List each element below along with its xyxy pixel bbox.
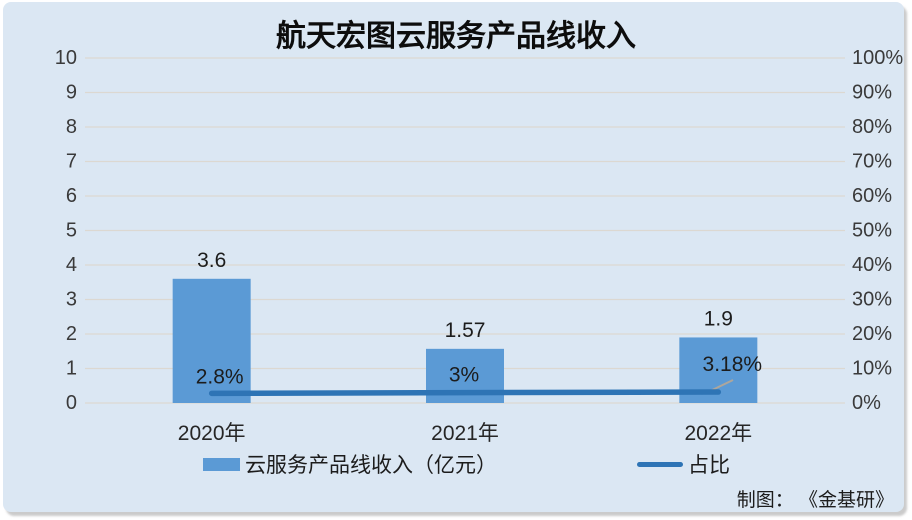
left-axis-tick-label: 4 xyxy=(66,254,77,276)
right-axis-tick-label: 30% xyxy=(852,289,892,311)
right-axis-tick-label: 50% xyxy=(852,220,892,242)
bar-value-label: 1.57 xyxy=(445,319,486,342)
left-axis-tick-label: 8 xyxy=(66,116,77,138)
right-axis-tick-label: 20% xyxy=(852,323,892,345)
right-axis-tick-label: 80% xyxy=(852,116,892,138)
line-point-label: 3.18% xyxy=(703,353,763,376)
x-axis-category-label: 2022年 xyxy=(684,422,752,445)
left-axis-tick-label: 9 xyxy=(66,82,77,104)
left-axis-tick-label: 3 xyxy=(66,289,77,311)
right-axis-tick-label: 70% xyxy=(852,151,892,173)
bar-legend-swatch xyxy=(203,457,240,471)
left-axis-tick-label: 10 xyxy=(55,47,77,69)
right-axis-tick-label: 10% xyxy=(852,358,892,380)
line-point-label: 3% xyxy=(449,364,479,387)
right-axis-tick-label: 0% xyxy=(852,392,881,414)
right-axis-tick-label: 90% xyxy=(852,82,892,104)
left-axis-tick-label: 1 xyxy=(66,358,77,380)
left-axis-tick-label: 6 xyxy=(66,185,77,207)
chart-title: 航天宏图云服务产品线收入 xyxy=(276,20,636,53)
legend-label-ratio: 占比 xyxy=(688,454,730,477)
legend: 云服务产品线收入（亿元） 占比 xyxy=(0,449,912,477)
left-axis-tick-label: 5 xyxy=(66,220,77,242)
bar-value-label: 1.9 xyxy=(704,307,733,330)
x-axis-category-label: 2020年 xyxy=(178,422,246,445)
line-point-label: 2.8% xyxy=(196,365,244,388)
line-legend-swatch xyxy=(637,461,683,467)
revenue-bar xyxy=(172,278,251,403)
bar-value-label: 3.6 xyxy=(197,249,226,272)
right-axis-tick-label: 40% xyxy=(852,254,892,276)
left-axis-tick-label: 2 xyxy=(66,323,77,345)
right-axis-tick-label: 60% xyxy=(852,185,892,207)
ratio-line xyxy=(208,389,722,397)
legend-label-revenue: 云服务产品线收入（亿元） xyxy=(245,454,497,477)
attribution-credit: 制图： 《金基研》 xyxy=(736,490,894,511)
x-axis-category-label: 2021年 xyxy=(431,422,499,445)
left-axis-tick-label: 0 xyxy=(66,392,77,414)
right-axis-tick-label: 100% xyxy=(852,47,903,69)
left-axis-tick-label: 7 xyxy=(66,151,77,173)
legend-item-ratio: 占比 xyxy=(637,449,730,479)
legend-item-revenue: 云服务产品线收入（亿元） xyxy=(203,449,497,479)
chart-panel xyxy=(3,2,904,512)
